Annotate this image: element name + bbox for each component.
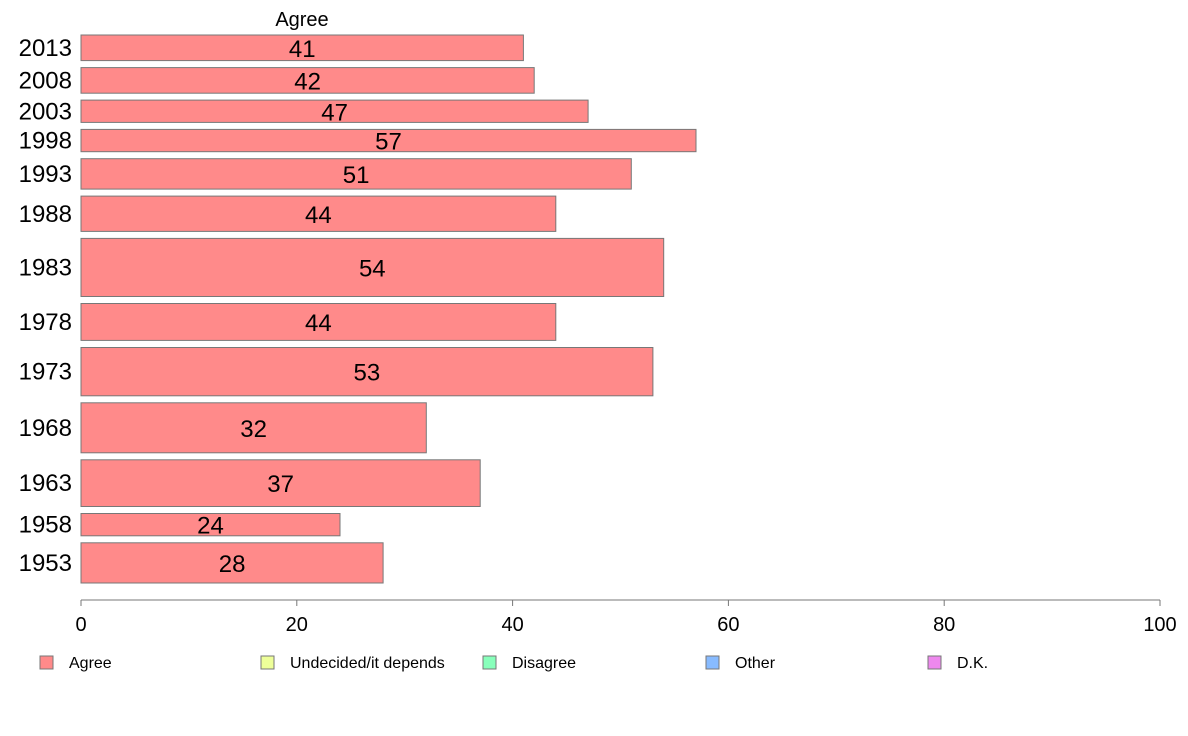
legend-label: Disagree [512,655,576,672]
data-label: 32 [240,416,267,443]
bar-2013 [80,34,524,62]
data-label: 41 [289,36,316,63]
legend-label: D.K. [957,655,988,672]
y-labels-group: 2013 2008 2003 1998 1993 1988 1983 1978 1973 1968… [19,35,72,577]
y-tick-label: 1993 [19,161,72,188]
bar-2008 [80,67,535,94]
data-label: 44 [305,202,332,229]
bar-1963 [80,459,481,507]
top-category-label: Agree [275,9,328,31]
bar-1993 [80,158,632,190]
data-label: 51 [343,162,370,189]
bar-1973 [80,347,654,397]
data-label: 57 [375,129,402,156]
y-tick-label: 1998 [19,128,72,155]
data-label: 24 [197,513,224,540]
y-tick-label: 2008 [19,67,72,94]
bar-1983 [80,237,665,297]
legend-swatch [39,655,54,670]
y-tick-label: 1953 [19,550,72,577]
bar-1998 [80,128,697,153]
bar-1953 [80,542,384,584]
data-label: 47 [321,99,348,126]
data-label: 42 [294,68,321,95]
y-tick-label: 2013 [19,35,72,62]
legend-swatch [705,655,720,670]
x-tick-label: 40 [501,614,523,636]
data-label: 28 [219,551,246,578]
legend-label: Undecided/it depends [290,655,445,672]
y-tick-label: 1963 [19,470,72,497]
bar-1968 [80,402,427,454]
legend-swatch [927,655,942,670]
y-tick-label: 1983 [19,255,72,282]
y-tick-label: 2003 [19,98,72,125]
y-tick-label: 1978 [19,309,72,336]
x-tick-label: 80 [933,614,955,636]
legend-swatch [482,655,497,670]
x-tick-label: 0 [75,614,86,636]
bar-2003 [80,99,589,123]
bar-1988 [80,195,557,232]
data-label: 54 [359,256,386,283]
bar-1978 [80,303,557,341]
x-tick-label: 60 [717,614,739,636]
y-tick-label: 1988 [19,201,72,228]
legend: Agree Undecided/it depends Disagree Other D.… [39,655,988,672]
y-tick-label: 1973 [19,359,72,386]
x-tick-label: 20 [286,614,308,636]
x-axis: 0 20 40 60 80 100 [75,599,1177,636]
y-tick-label: 1968 [19,415,72,442]
legend-swatch [260,655,275,670]
bars-group [80,34,697,584]
data-label: 44 [305,310,332,337]
data-label: 37 [267,471,294,498]
x-tick-label: 100 [1143,614,1176,636]
bar-1958 [80,513,341,537]
legend-label: Other [735,655,776,672]
data-label: 53 [354,360,381,387]
y-tick-label: 1958 [19,512,72,539]
legend-label: Agree [69,655,112,672]
